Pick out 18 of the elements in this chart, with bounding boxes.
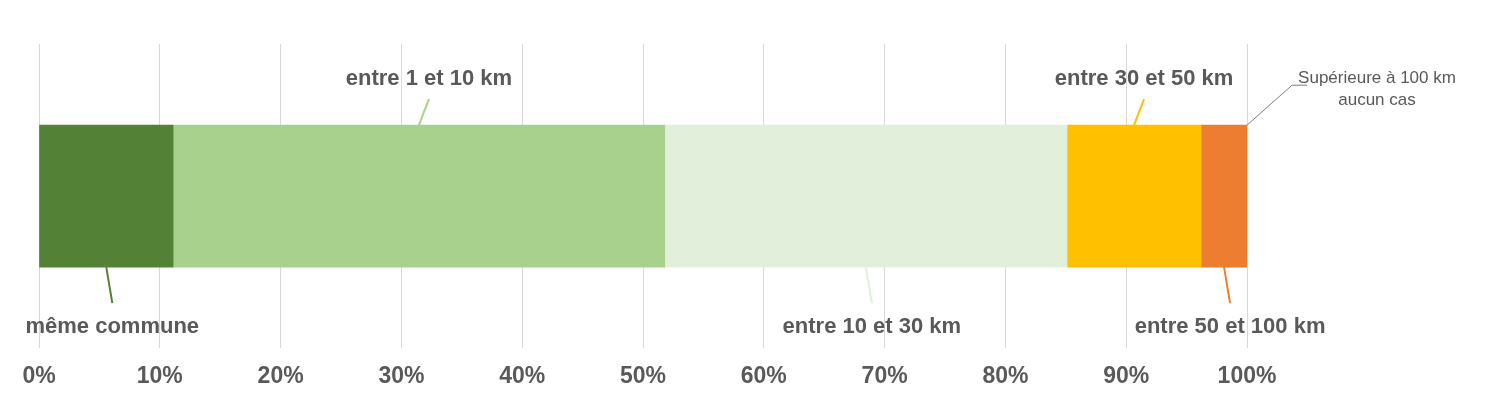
x-tick-label: 70%: [861, 361, 908, 388]
legend-label: entre 50 et 100 km: [1134, 313, 1326, 339]
series-label: entre 1 et 10 km: [345, 65, 513, 91]
x-tick-label: 20%: [257, 361, 304, 388]
x-tick-label: 90%: [1103, 361, 1150, 388]
x-tick-label: 100%: [1217, 361, 1277, 388]
text: aucun cas: [1338, 90, 1416, 110]
x-tick-label: 30%: [378, 361, 425, 388]
x-tick-label: 40%: [499, 361, 546, 388]
x-tick-label: 10%: [136, 361, 183, 388]
series-label: entre 30 et 50 km: [1054, 65, 1234, 91]
legend-label: même commune: [25, 313, 200, 339]
x-tick-label: 60%: [740, 361, 787, 388]
text: Supérieure à 100 km: [1298, 68, 1456, 88]
x-tick-label: 0%: [22, 361, 56, 388]
x-tick-label: 50%: [619, 361, 667, 388]
legend-label: entre 10 et 30 km: [782, 313, 962, 339]
x-tick-label: 80%: [982, 361, 1029, 388]
